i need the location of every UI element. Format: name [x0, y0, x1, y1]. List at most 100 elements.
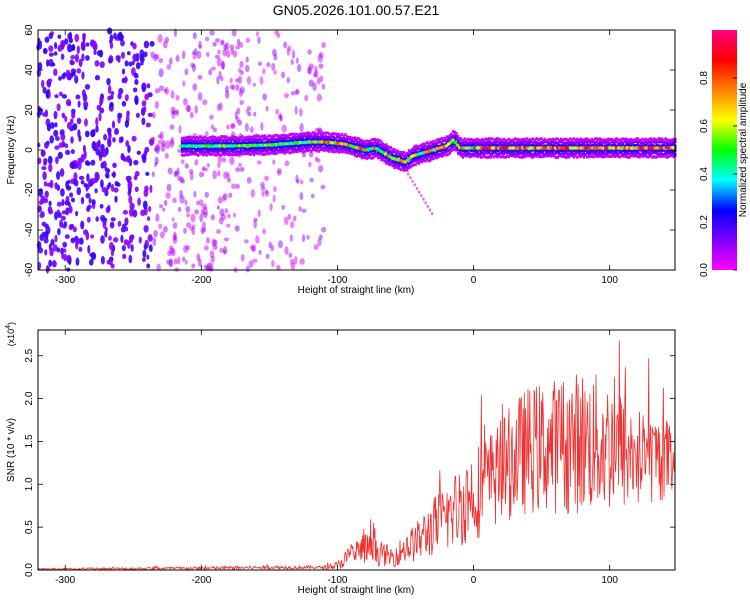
spectrogram-ridge-cell — [551, 140, 554, 144]
spectrogram-ridge-cell — [187, 135, 190, 139]
spectrogram-ridge-cell — [416, 158, 419, 161]
spectrogram-ridge-cell — [280, 136, 283, 140]
spectrogram-ridge-cell — [522, 140, 525, 144]
spectrogram-ridge-cell — [501, 154, 504, 158]
spectrogram-noise-cell — [284, 160, 290, 167]
spectrogram-ridge-cell — [403, 158, 406, 161]
spectrogram-noise-cell — [271, 260, 275, 268]
spectrogram-noise-cell — [246, 176, 252, 184]
spectrogram-ridge-cell — [381, 145, 385, 149]
spectrogram-ridge-cell — [651, 143, 654, 147]
spectrogram-ridge-cell — [200, 139, 203, 142]
spectrogram-ridge-cell — [442, 151, 445, 155]
spectrogram-ridge-cell — [644, 137, 648, 141]
spectrogram-noise-cell — [313, 72, 317, 78]
spectrogram-noise-cell — [110, 249, 115, 257]
spectrogram-noise-cell — [262, 93, 267, 101]
spectrogram-ridge-cell — [189, 141, 192, 145]
spectrogram-ridge-cell — [510, 138, 514, 142]
spectrogram-ridge-cell — [466, 141, 469, 145]
spectrogram-ridge-cell — [259, 141, 262, 145]
spectrogram-noise-cell — [211, 66, 216, 71]
spectrogram-ridge-cell — [510, 144, 514, 148]
spectrogram-ridge-cell — [661, 144, 664, 148]
spectrogram-noise-cell — [158, 223, 163, 230]
spectrogram-ridge-cell — [589, 144, 592, 148]
spectrogram-ridge-cell — [605, 152, 608, 156]
spectrogram-noise-cell — [95, 216, 100, 222]
spectrogram-ridge-cell — [197, 153, 200, 157]
spectrogram-noise-cell — [66, 121, 72, 130]
spectrogram-ridge-cell — [661, 153, 664, 156]
spectrogram-xlabel: Height of straight line (km) — [298, 285, 415, 296]
spectrogram-ridge-cell — [452, 148, 455, 152]
spectrogram-noise-cell — [234, 111, 238, 120]
spectrogram-noise-cell — [121, 100, 127, 107]
spectrogram-ridge-cell — [496, 140, 499, 143]
spectrogram-ridge-cell — [666, 143, 669, 146]
spectrogram-ridge-cell — [221, 150, 224, 154]
spectrogram-ridge-cell — [621, 149, 625, 152]
spectrogram-ridge-cell — [447, 135, 450, 139]
spectrogram-noise-cell — [218, 217, 224, 225]
spectrogram-ridge-cell — [656, 152, 659, 155]
spectrogram-ridge-cell — [318, 135, 321, 139]
spectrogram-ridge-cell — [228, 138, 231, 142]
spectrogram-noise-cell — [70, 136, 74, 144]
spectrogram-noise-cell — [307, 49, 312, 55]
spectrogram-ridge-cell — [301, 150, 305, 154]
spectrogram-ridge-cell — [275, 148, 278, 151]
spectrogram-ridge-cell — [502, 155, 505, 159]
spectrogram-ridge-cell — [198, 152, 202, 156]
spectrogram-ridge-cell — [238, 152, 241, 156]
spectrogram-noise-cell — [120, 39, 125, 47]
spectrogram-ridge-cell — [241, 150, 244, 154]
spectrogram-ridge-cell — [257, 152, 260, 156]
spectrogram-ridge-cell — [367, 153, 370, 157]
spectrogram-ridge-cell — [221, 147, 224, 151]
spectrogram-noise-cell — [231, 183, 237, 190]
spectrogram-ridge-cell — [439, 137, 442, 141]
spectrogram-ridge-cell — [654, 155, 657, 159]
spectrogram-ridge-cell — [311, 137, 314, 141]
spectrogram-ridge-cell — [656, 148, 659, 152]
spectrogram-noise-cell — [109, 101, 114, 107]
spectrogram-ridge-cell — [563, 153, 566, 157]
spectrogram-ridge-cell — [460, 152, 463, 156]
spectrogram-ridge-cell — [308, 134, 311, 138]
spectrogram-ridge-cell — [479, 140, 483, 144]
spectrogram-ridge-cell — [298, 133, 301, 136]
spectrogram-ridge-cell — [463, 154, 466, 158]
spectrogram-ridge-cell — [272, 145, 275, 149]
spectrogram-noise-cell — [170, 106, 176, 115]
spectrogram-ridge-cell — [300, 144, 303, 147]
spectrogram-ridge-cell — [265, 136, 269, 140]
spectrogram-ridge-cell — [594, 150, 597, 154]
spectrogram-ridge-core — [455, 143, 460, 147]
spectrogram-ridge-cell — [652, 151, 656, 155]
spectrogram-ridge-cell — [548, 141, 551, 145]
spectrogram-noise-cell — [217, 154, 223, 164]
spectrogram-ridge-cell — [639, 148, 643, 152]
spectrogram-ridge-cell — [323, 138, 326, 142]
spectrogram-ridge-cell — [406, 154, 409, 157]
spectrogram-noise-cell — [264, 175, 269, 182]
spectrogram-ridge-cell — [463, 149, 466, 153]
spectrogram-noise-cell — [143, 243, 148, 251]
spectrogram-ridge-cell — [195, 135, 198, 139]
spectrogram-noise-cell — [316, 93, 322, 102]
spectrogram-noise-cell — [245, 56, 249, 63]
spectrogram-ridge-cell — [425, 157, 429, 160]
spectrogram-noise-cell — [162, 225, 168, 233]
spectrogram-ridge-cell — [592, 155, 595, 159]
spectrogram-noise-cell — [74, 33, 80, 43]
spectrogram-ridge-cell — [535, 140, 538, 144]
spectrogram-ridge-cell — [249, 149, 252, 153]
spectrogram-ridge-cell — [249, 147, 252, 151]
spectrogram-ridge-cell — [586, 155, 589, 159]
spectrogram-ridge-cell — [612, 152, 615, 156]
spectrogram-ridge-cell — [576, 140, 579, 144]
spectrogram-ridge-cell — [180, 139, 184, 143]
spectrogram-noise-cell — [196, 200, 200, 206]
